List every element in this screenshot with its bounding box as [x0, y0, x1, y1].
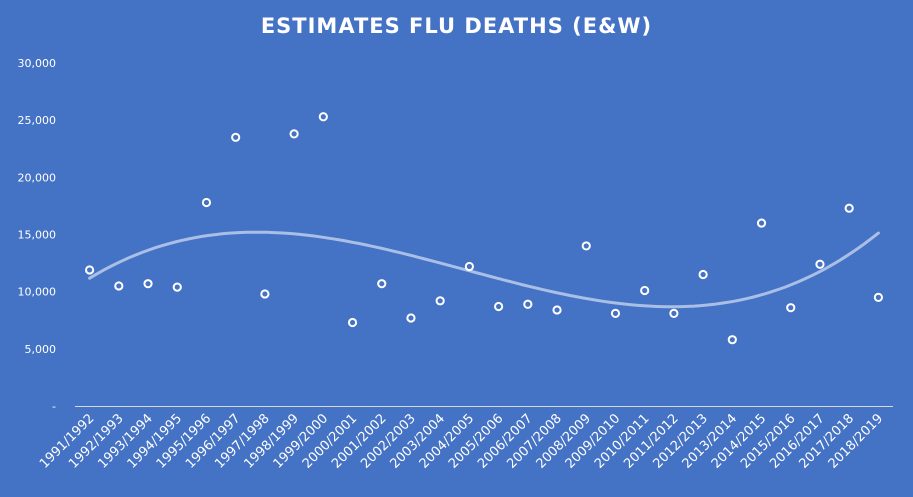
y-tick-label: 5,000	[25, 343, 57, 356]
y-tick-label: 10,000	[18, 286, 57, 299]
points-layer	[85, 112, 883, 345]
data-point	[435, 296, 445, 306]
data-point	[844, 203, 854, 213]
chart-title: ESTIMATES FLU DEATHS (E&W)	[260, 14, 653, 38]
y-tick-label: 15,000	[18, 229, 57, 242]
data-point	[494, 301, 504, 312]
data-point	[377, 279, 387, 289]
data-point	[318, 112, 328, 122]
y-tick-label: 25,000	[18, 114, 57, 127]
y-tick-labels: - 5,000 10,000 15,000 20,000 25,000 30,000	[18, 57, 57, 413]
trendline-layer	[88, 230, 880, 309]
y-tick-label: -	[52, 400, 56, 413]
data-point	[143, 279, 153, 289]
y-tick-label: 30,000	[18, 57, 57, 70]
data-point	[201, 197, 212, 208]
y-tick-label: 20,000	[18, 171, 57, 184]
data-point	[464, 261, 474, 272]
data-point	[552, 305, 562, 315]
data-point	[786, 303, 796, 313]
data-point	[523, 299, 533, 309]
data-point	[260, 289, 270, 299]
data-point	[698, 269, 708, 280]
data-point	[669, 308, 679, 318]
data-point	[347, 317, 358, 328]
data-point	[727, 335, 737, 345]
x-tick-labels: 1991/19921992/19931993/19941994/19951995…	[37, 411, 886, 472]
data-point	[172, 282, 182, 292]
data-point	[640, 285, 650, 296]
data-point	[756, 218, 767, 228]
data-point	[873, 292, 883, 302]
data-point	[85, 265, 95, 275]
data-point	[406, 313, 416, 323]
data-point	[289, 129, 299, 139]
trendline	[88, 230, 880, 309]
data-point	[581, 241, 591, 251]
data-point	[231, 132, 241, 142]
data-point	[815, 259, 825, 269]
data-point	[610, 308, 621, 318]
data-point	[114, 281, 124, 291]
